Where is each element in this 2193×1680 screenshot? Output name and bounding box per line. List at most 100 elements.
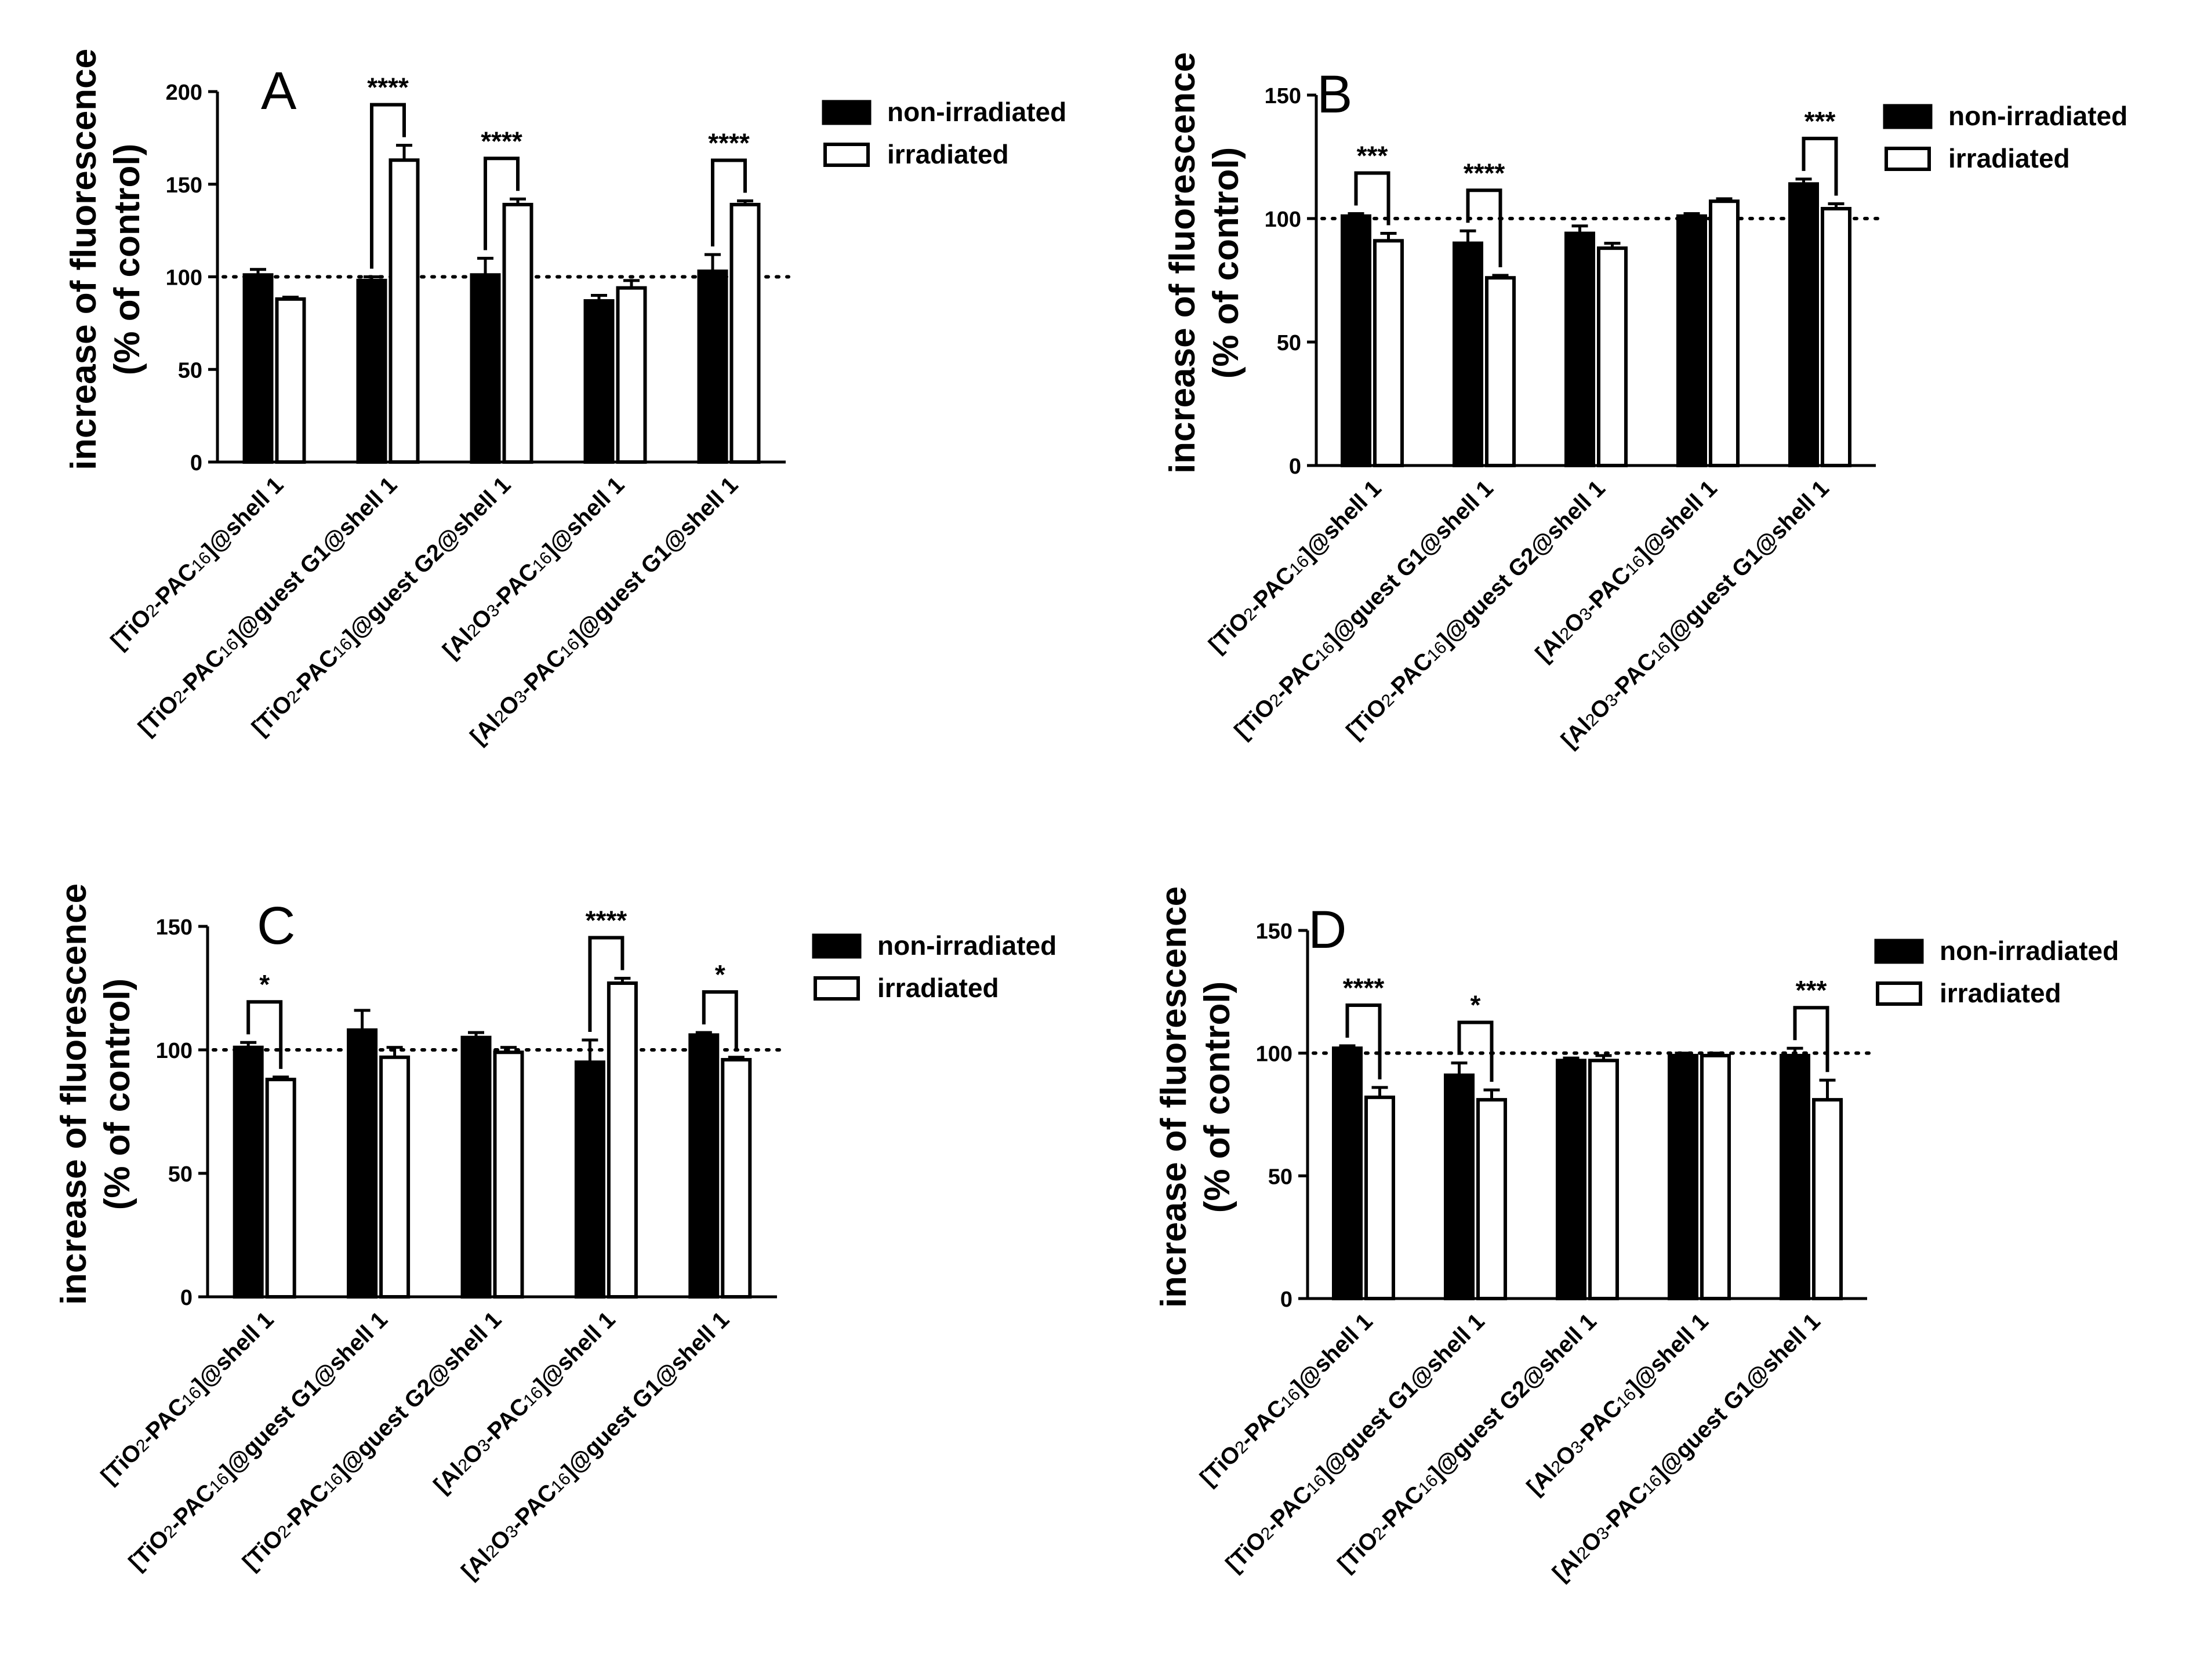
significance-label: **** — [481, 126, 522, 156]
panel-letter: A — [261, 61, 297, 121]
bar-irradiated — [1373, 239, 1404, 467]
chart-panel-C: 0 50 100 150 increase of fluorescence (% of c… — [54, 883, 1056, 1584]
bar-non-irradiated — [583, 299, 615, 464]
bar-non-irradiated — [460, 1035, 492, 1299]
bar-non-irradiated — [574, 1060, 605, 1299]
bar-non-irradiated — [1676, 214, 1707, 467]
significance-label: *** — [1804, 106, 1836, 136]
x-tick-label: [TiO2-PAC16]@guest G2@shell 1 — [238, 1307, 506, 1575]
bar-non-irradiated — [233, 1045, 264, 1299]
bar-irradiated — [1821, 206, 1851, 467]
bar-non-irradiated — [1341, 214, 1371, 467]
significance-bracket — [588, 936, 625, 1032]
bar-non-irradiated — [1780, 1053, 1810, 1301]
y-tick-label: 150 — [1256, 919, 1292, 944]
chart-panel-B: 0 50 100 150 increase of fluorescence (% of c… — [1163, 52, 2127, 753]
bar-non-irradiated — [242, 273, 274, 464]
panel-letter: C — [257, 896, 295, 955]
bar-non-irradiated — [1788, 182, 1819, 467]
y-tick-label: 0 — [1280, 1288, 1292, 1312]
y-tick-label: 100 — [1256, 1042, 1292, 1067]
y-tick-label: 200 — [166, 81, 202, 105]
y-axis-label: increase of fluorescence — [64, 49, 104, 470]
significance-label: * — [259, 969, 270, 999]
bar-irradiated — [1700, 1053, 1731, 1301]
legend-swatch-non-irradiated — [1874, 939, 1924, 964]
bar-non-irradiated — [1564, 231, 1595, 467]
y-tick-label: 100 — [156, 1039, 193, 1063]
bar-irradiated — [1588, 1059, 1619, 1301]
legend-label-irradiated: irradiated — [1940, 978, 2061, 1008]
significance-bracket — [370, 103, 406, 269]
significance-bracket — [246, 1000, 283, 1069]
significance-bracket — [1354, 171, 1390, 226]
bar-irradiated — [1476, 1098, 1507, 1300]
y-tick-label: 150 — [1265, 84, 1301, 108]
bar-irradiated — [493, 1050, 524, 1299]
y-tick-label: 0 — [1289, 454, 1301, 479]
significance-bracket — [702, 990, 738, 1049]
y-tick-label: 150 — [156, 915, 193, 940]
bar-irradiated — [379, 1055, 411, 1299]
bar-irradiated — [1812, 1098, 1843, 1300]
legend-swatch-non-irradiated — [1883, 104, 1933, 129]
legend-swatch-non-irradiated — [822, 100, 872, 125]
legend-label-non-irradiated: non-irradiated — [887, 97, 1066, 127]
panel-letter: D — [1308, 900, 1346, 959]
significance-label: **** — [586, 905, 627, 935]
significance-label: * — [715, 959, 725, 990]
y-tick-label: 50 — [1268, 1165, 1292, 1189]
bar-non-irradiated — [1453, 241, 1483, 467]
y-tick-label: 50 — [1277, 331, 1301, 355]
significance-bracket — [1457, 1020, 1494, 1082]
bar-irradiated — [265, 1078, 296, 1299]
legend-swatch-irradiated — [1885, 147, 1931, 171]
y-tick-label: 150 — [166, 173, 202, 198]
bar-irradiated — [607, 981, 638, 1299]
legend-label-irradiated: irradiated — [877, 973, 999, 1003]
significance-bracket — [1793, 1006, 1829, 1072]
y-axis-label-unit: (% of control) — [1197, 981, 1237, 1213]
significance-label: **** — [1343, 973, 1385, 1003]
significance-label: *** — [1357, 140, 1388, 170]
y-tick-label: 50 — [178, 358, 202, 383]
bar-non-irradiated — [1556, 1059, 1586, 1301]
significance-bracket — [1345, 1003, 1382, 1079]
legend-swatch-irradiated — [823, 143, 870, 167]
y-axis-label-unit: (% of control) — [1206, 147, 1246, 379]
significance-label: **** — [708, 128, 750, 158]
legend: non-irradiated irradiated — [822, 97, 1066, 169]
y-tick-label: 0 — [180, 1286, 193, 1310]
legend-label-non-irradiated: non-irradiated — [877, 930, 1056, 961]
bar-non-irradiated — [688, 1033, 720, 1299]
panel-letter: B — [1317, 65, 1352, 124]
significance-label: * — [1471, 990, 1481, 1020]
y-axis-label: increase of fluorescence — [1163, 52, 1203, 474]
legend-swatch-non-irradiated — [812, 933, 862, 959]
bar-irradiated — [275, 297, 306, 464]
x-tick-label: [TiO2-PAC16]@guest G1@shell 1 — [124, 1307, 393, 1575]
bar-irradiated — [721, 1058, 752, 1299]
significance-label: **** — [367, 72, 409, 103]
x-tick-label: [Al2O3-PAC16]@shell 1 — [1522, 1308, 1713, 1500]
bar-non-irradiated — [697, 269, 728, 464]
chart-panel-A: 0 50 100 150 200 increase of fluorescence (% o… — [64, 49, 1066, 750]
significance-label: **** — [1464, 158, 1505, 188]
bar-non-irradiated — [1444, 1073, 1475, 1301]
y-tick-label: 50 — [168, 1162, 193, 1187]
significance-label: *** — [1796, 975, 1827, 1005]
significance-bracket — [484, 157, 520, 250]
legend-label-non-irradiated: non-irradiated — [1940, 936, 2119, 966]
x-tick-label: [Al2O3-PAC16]@shell 1 — [429, 1307, 620, 1498]
bar-non-irradiated — [347, 1028, 378, 1299]
bar-irradiated — [1709, 199, 1740, 467]
y-tick-label: 0 — [190, 451, 202, 475]
x-tick-label: [TiO2-PAC16]@guest G2@shell 1 — [247, 472, 515, 740]
bar-irradiated — [502, 202, 533, 464]
bar-non-irradiated — [470, 273, 501, 464]
x-tick-label: [Al2O3-PAC16]@shell 1 — [438, 472, 629, 663]
bar-non-irradiated — [1668, 1053, 1698, 1301]
y-axis-label-unit: (% of control) — [107, 144, 147, 376]
